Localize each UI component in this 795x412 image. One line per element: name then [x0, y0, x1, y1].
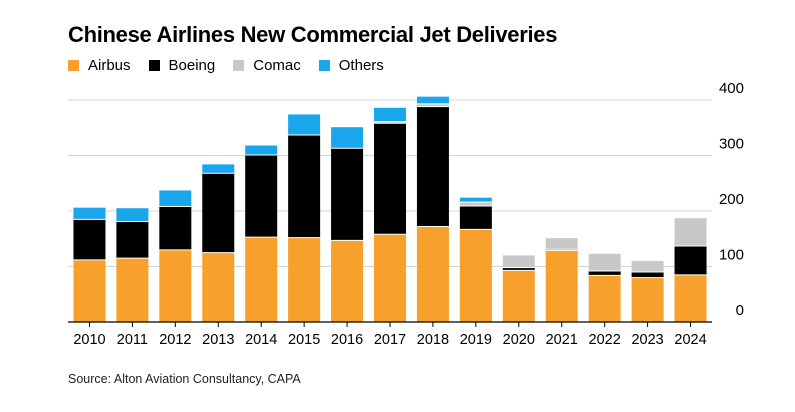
y-tick-label: 200 — [719, 191, 744, 208]
bar-comac-2017 — [374, 121, 406, 124]
x-tick-label: 2023 — [631, 332, 663, 348]
bar-others-2015 — [288, 114, 321, 135]
bar-airbus-2012 — [159, 249, 192, 322]
source-note: Source: Alton Aviation Consultancy, CAPA — [68, 372, 301, 386]
bar-airbus-2015 — [288, 237, 321, 322]
x-tick-label: 2013 — [202, 332, 234, 348]
x-tick-label: 2019 — [460, 332, 492, 348]
x-tick-label: 2020 — [503, 332, 535, 348]
bar-boeing-2019 — [459, 206, 492, 230]
bar-airbus-2018 — [416, 226, 449, 322]
bar-boeing-2020 — [502, 267, 535, 271]
bar-boeing-2014 — [245, 154, 278, 238]
bar-airbus-2020 — [502, 270, 535, 322]
legend-label-others: Others — [338, 57, 384, 74]
bar-boeing-2023 — [631, 272, 664, 278]
bar-airbus-2011 — [116, 258, 149, 322]
bar-boeing-2021 — [545, 249, 578, 251]
x-tick-label: 2012 — [159, 332, 191, 348]
bar-others-2011 — [116, 208, 149, 222]
x-tick-label: 2016 — [331, 332, 363, 348]
bar-airbus-2016 — [331, 240, 364, 322]
bar-others-2013 — [202, 164, 235, 174]
legend-swatch-comac — [233, 60, 245, 71]
bar-comac-2020 — [502, 255, 535, 268]
bar-boeing-2017 — [374, 123, 406, 235]
bar-airbus-2021 — [545, 250, 578, 322]
bar-airbus-2023 — [631, 277, 664, 322]
legend-label-airbus: Airbus — [88, 57, 131, 74]
legend-swatch-boeing — [148, 60, 160, 71]
bar-boeing-2010 — [73, 219, 106, 260]
bar-airbus-2017 — [374, 234, 406, 322]
bar-comac-2024 — [674, 218, 707, 246]
bar-others-2016 — [331, 127, 364, 149]
y-tick-label: 0 — [736, 302, 744, 319]
x-tick-label: 2017 — [374, 332, 406, 348]
bar-boeing-2018 — [416, 106, 449, 227]
y-tick-label: 300 — [719, 136, 744, 153]
bar-boeing-2022 — [588, 270, 621, 276]
x-tick-label: 2014 — [245, 332, 277, 348]
x-tick-label: 2015 — [288, 332, 320, 348]
legend-swatch-others — [318, 60, 330, 71]
x-tick-label: 2010 — [73, 332, 105, 348]
bar-boeing-2016 — [331, 148, 364, 241]
bar-boeing-2013 — [202, 173, 235, 253]
x-tick-label: 2024 — [674, 332, 706, 348]
bar-boeing-2015 — [288, 134, 321, 238]
bar-airbus-2013 — [202, 252, 235, 322]
legend-item-boeing: Boeing — [148, 57, 216, 74]
bar-comac-2023 — [631, 260, 664, 273]
legend-item-airbus: Airbus — [68, 57, 131, 74]
bar-airbus-2010 — [73, 259, 106, 322]
bar-comac-2021 — [545, 238, 578, 250]
chart-title: Chinese Airlines New Commercial Jet Deli… — [68, 22, 558, 47]
bar-airbus-2024 — [674, 274, 707, 322]
bar-airbus-2014 — [245, 237, 278, 322]
bar-boeing-2011 — [116, 221, 149, 259]
bar-airbus-2019 — [459, 229, 492, 322]
y-tick-label: 400 — [719, 80, 744, 97]
bar-comac-2019 — [459, 202, 492, 207]
bar-others-2018 — [416, 96, 449, 104]
bar-airbus-2022 — [588, 275, 621, 322]
x-tick-label: 2011 — [117, 332, 148, 348]
x-tick-label: 2018 — [417, 332, 449, 348]
legend-swatch-airbus — [68, 60, 79, 71]
bar-others-2017 — [374, 107, 406, 122]
bar-others-2014 — [245, 145, 278, 155]
bar-boeing-2024 — [674, 245, 707, 275]
bar-others-2010 — [73, 207, 106, 220]
bar-comac-2018 — [416, 103, 449, 107]
legend-item-comac: Comac — [233, 57, 301, 74]
legend-label-comac: Comac — [253, 57, 301, 74]
legend-item-others: Others — [318, 57, 384, 74]
bar-others-2012 — [159, 190, 192, 207]
x-tick-label: 2021 — [546, 332, 578, 348]
bar-comac-2022 — [588, 253, 621, 271]
x-tick-label: 2022 — [589, 332, 621, 348]
y-tick-label: 100 — [719, 247, 744, 264]
bar-others-2019 — [459, 197, 492, 203]
legend: Airbus Boeing Comac Others — [68, 57, 384, 74]
legend-label-boeing: Boeing — [168, 57, 216, 74]
bar-boeing-2012 — [159, 206, 192, 250]
